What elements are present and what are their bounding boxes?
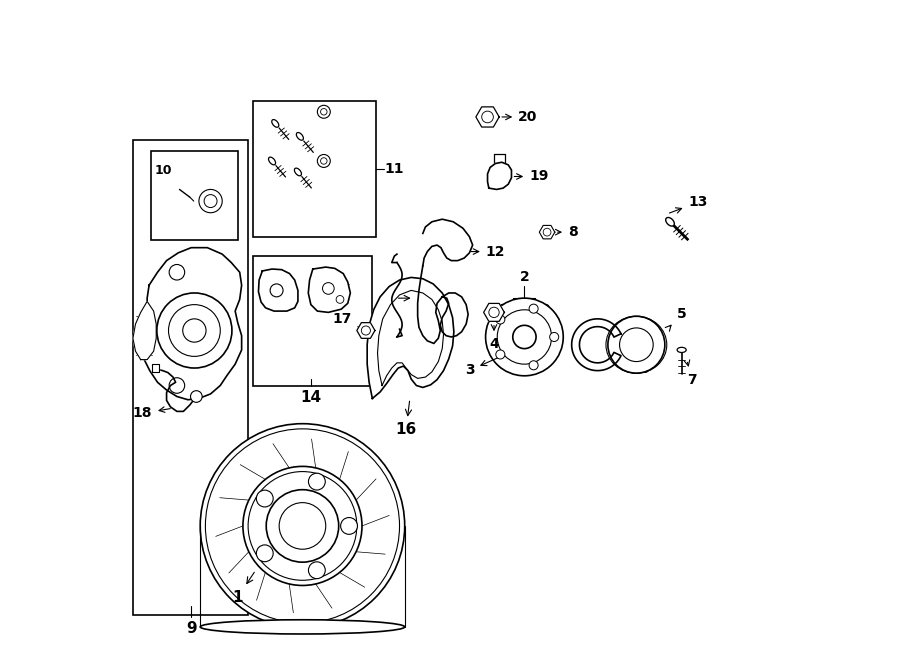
- Polygon shape: [140, 248, 241, 400]
- Text: 10: 10: [155, 163, 173, 176]
- FancyBboxPatch shape: [500, 305, 549, 368]
- Text: 14: 14: [301, 390, 321, 405]
- Text: 7: 7: [684, 360, 697, 387]
- Circle shape: [199, 190, 222, 213]
- Ellipse shape: [272, 120, 279, 128]
- Polygon shape: [476, 107, 500, 127]
- Circle shape: [496, 315, 505, 324]
- Circle shape: [529, 361, 538, 369]
- Circle shape: [157, 293, 232, 368]
- Ellipse shape: [294, 168, 302, 176]
- Circle shape: [529, 304, 538, 313]
- Polygon shape: [258, 269, 298, 311]
- Text: 3: 3: [464, 357, 500, 377]
- Circle shape: [169, 264, 184, 280]
- Circle shape: [309, 562, 325, 578]
- Text: 2: 2: [519, 270, 529, 284]
- Ellipse shape: [666, 217, 674, 226]
- Text: 19: 19: [514, 169, 548, 184]
- Polygon shape: [572, 319, 621, 371]
- Ellipse shape: [200, 620, 405, 634]
- Polygon shape: [356, 323, 375, 338]
- Polygon shape: [309, 267, 350, 313]
- Text: 20: 20: [502, 110, 537, 124]
- Text: 15: 15: [399, 291, 436, 305]
- Text: 17: 17: [332, 312, 365, 332]
- Polygon shape: [483, 303, 504, 321]
- Circle shape: [608, 316, 665, 373]
- Text: 6: 6: [627, 357, 649, 376]
- Circle shape: [256, 545, 274, 562]
- Circle shape: [270, 284, 283, 297]
- Circle shape: [322, 283, 334, 294]
- Text: 16: 16: [395, 401, 417, 438]
- Polygon shape: [367, 278, 454, 399]
- Ellipse shape: [296, 132, 303, 140]
- Circle shape: [336, 295, 344, 303]
- Circle shape: [550, 332, 559, 342]
- Text: 13: 13: [670, 196, 707, 213]
- Polygon shape: [152, 364, 158, 372]
- Text: 9: 9: [185, 621, 196, 636]
- Circle shape: [169, 377, 184, 393]
- Polygon shape: [539, 225, 554, 239]
- Text: 12: 12: [471, 245, 505, 258]
- Polygon shape: [133, 301, 157, 360]
- Bar: [253, 100, 375, 237]
- Ellipse shape: [677, 347, 686, 352]
- Text: 1: 1: [232, 572, 255, 605]
- Circle shape: [309, 473, 325, 490]
- Circle shape: [340, 518, 357, 534]
- Text: 4: 4: [489, 325, 499, 351]
- Circle shape: [318, 155, 330, 167]
- Polygon shape: [418, 266, 468, 344]
- Bar: [253, 256, 373, 385]
- Text: 18: 18: [133, 407, 170, 420]
- Circle shape: [496, 350, 505, 359]
- Bar: [133, 139, 248, 615]
- Polygon shape: [423, 219, 473, 266]
- Circle shape: [191, 391, 202, 403]
- Circle shape: [200, 424, 405, 628]
- Text: 8: 8: [555, 225, 578, 239]
- Bar: [151, 151, 238, 240]
- Circle shape: [318, 105, 330, 118]
- Circle shape: [256, 490, 274, 507]
- Circle shape: [486, 298, 563, 376]
- Ellipse shape: [268, 157, 275, 165]
- Text: 11: 11: [384, 162, 403, 176]
- Polygon shape: [488, 162, 511, 190]
- Text: 5: 5: [665, 307, 686, 331]
